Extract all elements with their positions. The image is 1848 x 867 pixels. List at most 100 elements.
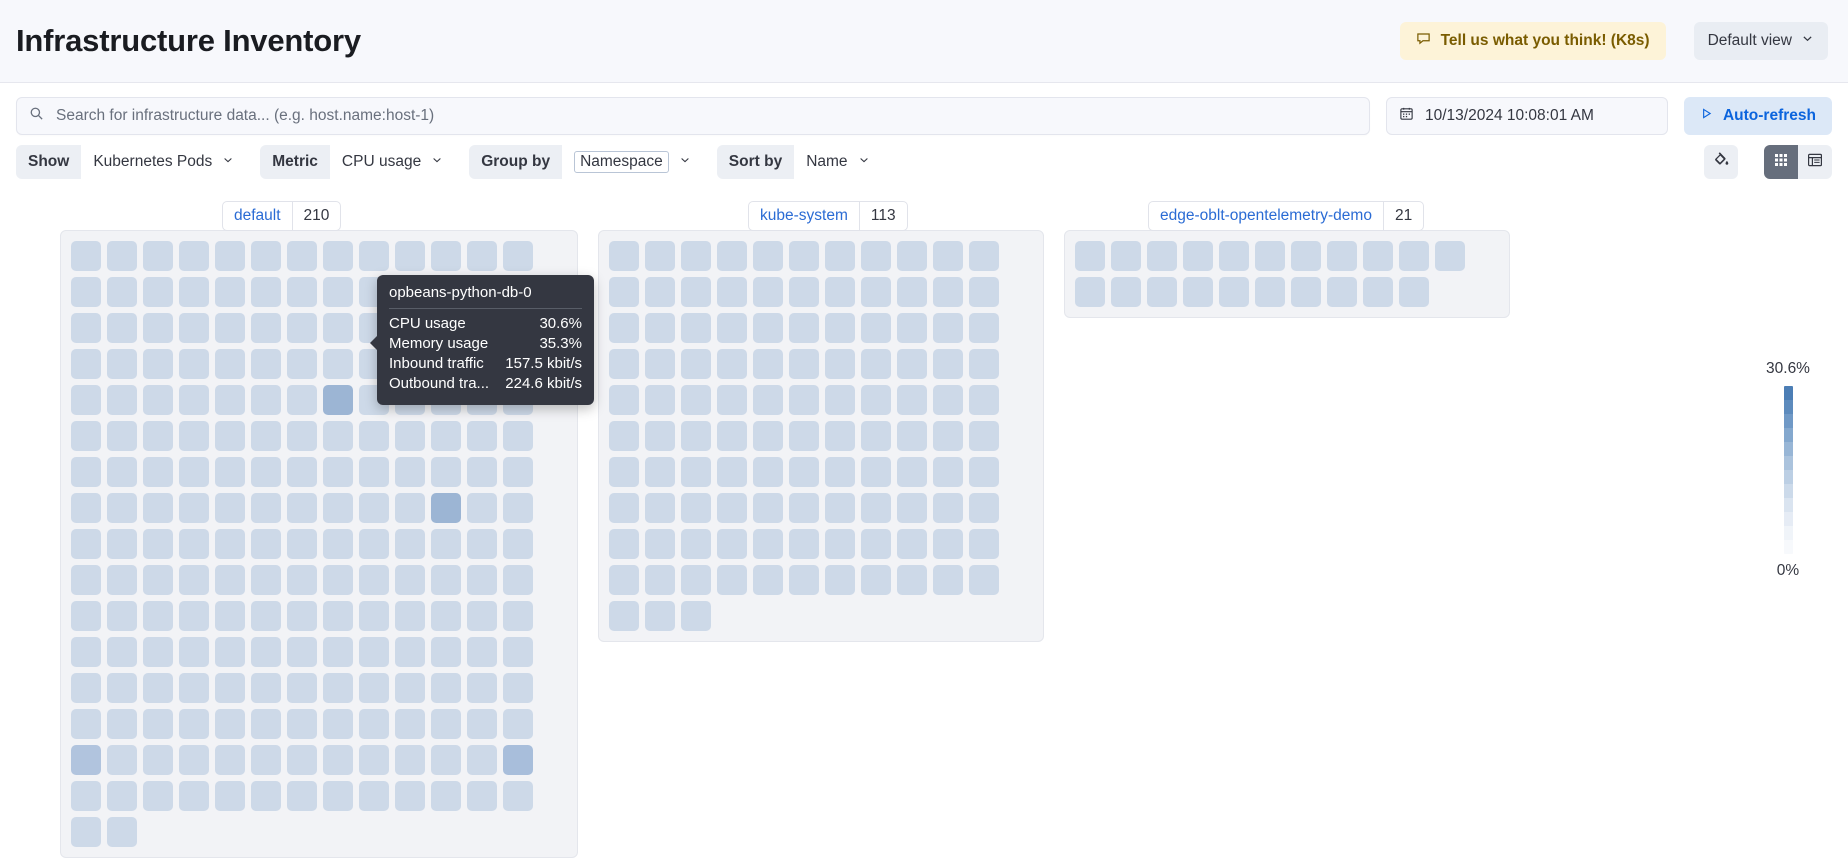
- pod-cell[interactable]: [933, 277, 963, 307]
- pod-cell[interactable]: [71, 565, 101, 595]
- pod-cell[interactable]: [933, 313, 963, 343]
- pod-cell[interactable]: [645, 529, 675, 559]
- pod-cell[interactable]: [681, 313, 711, 343]
- pod-cell[interactable]: [897, 241, 927, 271]
- pod-cell[interactable]: [969, 493, 999, 523]
- pod-cell[interactable]: [717, 457, 747, 487]
- pod-cell[interactable]: [359, 457, 389, 487]
- pod-cell[interactable]: [467, 421, 497, 451]
- pod-cell[interactable]: [287, 349, 317, 379]
- pod-cell[interactable]: [143, 421, 173, 451]
- pod-cell[interactable]: [179, 745, 209, 775]
- pod-cell[interactable]: [287, 601, 317, 631]
- pod-cell[interactable]: [645, 421, 675, 451]
- pod-cell[interactable]: [287, 421, 317, 451]
- pod-cell[interactable]: [789, 277, 819, 307]
- pod-cell[interactable]: [179, 313, 209, 343]
- pod-cell[interactable]: [825, 385, 855, 415]
- pod-cell[interactable]: [1327, 277, 1357, 307]
- pod-cell[interactable]: [969, 277, 999, 307]
- pod-cell[interactable]: [467, 601, 497, 631]
- pod-cell[interactable]: [143, 277, 173, 307]
- pod-cell[interactable]: [71, 457, 101, 487]
- pod-cell[interactable]: [467, 745, 497, 775]
- pod-cell[interactable]: [143, 385, 173, 415]
- pod-cell[interactable]: [681, 457, 711, 487]
- pod-cell[interactable]: [753, 421, 783, 451]
- pod-cell[interactable]: [143, 529, 173, 559]
- pod-cell[interactable]: [717, 277, 747, 307]
- pod-cell[interactable]: [753, 565, 783, 595]
- pod-cell[interactable]: [1435, 241, 1465, 271]
- pod-cell[interactable]: [503, 529, 533, 559]
- pod-cell[interactable]: [789, 493, 819, 523]
- pod-cell[interactable]: [431, 565, 461, 595]
- pod-cell[interactable]: [467, 529, 497, 559]
- pod-cell[interactable]: [287, 493, 317, 523]
- pod-cell[interactable]: [287, 313, 317, 343]
- pod-cell[interactable]: [789, 349, 819, 379]
- pod-cell[interactable]: [179, 637, 209, 667]
- pod-cell[interactable]: [215, 673, 245, 703]
- pod-cell[interactable]: [467, 457, 497, 487]
- pod-cell[interactable]: [431, 637, 461, 667]
- pod-cell[interactable]: [825, 349, 855, 379]
- pod-cell[interactable]: [143, 673, 173, 703]
- pod-cell[interactable]: [215, 637, 245, 667]
- pod-cell[interactable]: [143, 565, 173, 595]
- pod-cell[interactable]: [179, 673, 209, 703]
- pod-cell[interactable]: [467, 781, 497, 811]
- pod-cell[interactable]: [789, 529, 819, 559]
- pod-cell[interactable]: [359, 241, 389, 271]
- pod-cell[interactable]: [287, 277, 317, 307]
- pod-cell[interactable]: [645, 601, 675, 631]
- pod-cell[interactable]: [395, 673, 425, 703]
- pod-cell[interactable]: [323, 709, 353, 739]
- pod-cell[interactable]: [107, 241, 137, 271]
- pod-cell[interactable]: [143, 601, 173, 631]
- pod-cell[interactable]: [933, 349, 963, 379]
- pod-cell[interactable]: [933, 529, 963, 559]
- pod-cell[interactable]: [107, 673, 137, 703]
- pod-cell[interactable]: [503, 493, 533, 523]
- pod-cell[interactable]: [359, 529, 389, 559]
- pod-cell[interactable]: [717, 421, 747, 451]
- pod-cell[interactable]: [179, 385, 209, 415]
- pod-cell[interactable]: [251, 313, 281, 343]
- pod-cell[interactable]: [861, 313, 891, 343]
- pod-cell[interactable]: [1255, 241, 1285, 271]
- pod-cell[interactable]: [215, 277, 245, 307]
- pod-cell[interactable]: [107, 349, 137, 379]
- pod-cell[interactable]: [431, 601, 461, 631]
- pod-cell[interactable]: [287, 709, 317, 739]
- pod-cell[interactable]: [323, 385, 353, 415]
- pod-cell[interactable]: [179, 709, 209, 739]
- pod-cell[interactable]: [179, 457, 209, 487]
- pod-cell[interactable]: [825, 529, 855, 559]
- pod-cell[interactable]: [861, 277, 891, 307]
- pod-cell[interactable]: [215, 565, 245, 595]
- pod-cell[interactable]: [323, 241, 353, 271]
- pod-cell[interactable]: [825, 277, 855, 307]
- pod-cell[interactable]: [323, 529, 353, 559]
- pod-cell[interactable]: [143, 745, 173, 775]
- pod-cell[interactable]: [215, 313, 245, 343]
- pod-cell[interactable]: [107, 493, 137, 523]
- pod-cell[interactable]: [359, 637, 389, 667]
- pod-cell[interactable]: [323, 637, 353, 667]
- pod-cell[interactable]: [323, 313, 353, 343]
- pod-cell[interactable]: [681, 421, 711, 451]
- pod-cell[interactable]: [861, 529, 891, 559]
- pod-cell[interactable]: [287, 385, 317, 415]
- pod-cell[interactable]: [467, 637, 497, 667]
- table-view-button[interactable]: [1798, 145, 1832, 179]
- pod-cell[interactable]: [71, 817, 101, 847]
- pod-cell[interactable]: [107, 529, 137, 559]
- pod-cell[interactable]: [789, 457, 819, 487]
- pod-cell[interactable]: [609, 493, 639, 523]
- pod-cell[interactable]: [143, 781, 173, 811]
- pod-cell[interactable]: [251, 349, 281, 379]
- pod-cell[interactable]: [179, 529, 209, 559]
- pod-cell[interactable]: [359, 709, 389, 739]
- search-box[interactable]: [16, 97, 1370, 135]
